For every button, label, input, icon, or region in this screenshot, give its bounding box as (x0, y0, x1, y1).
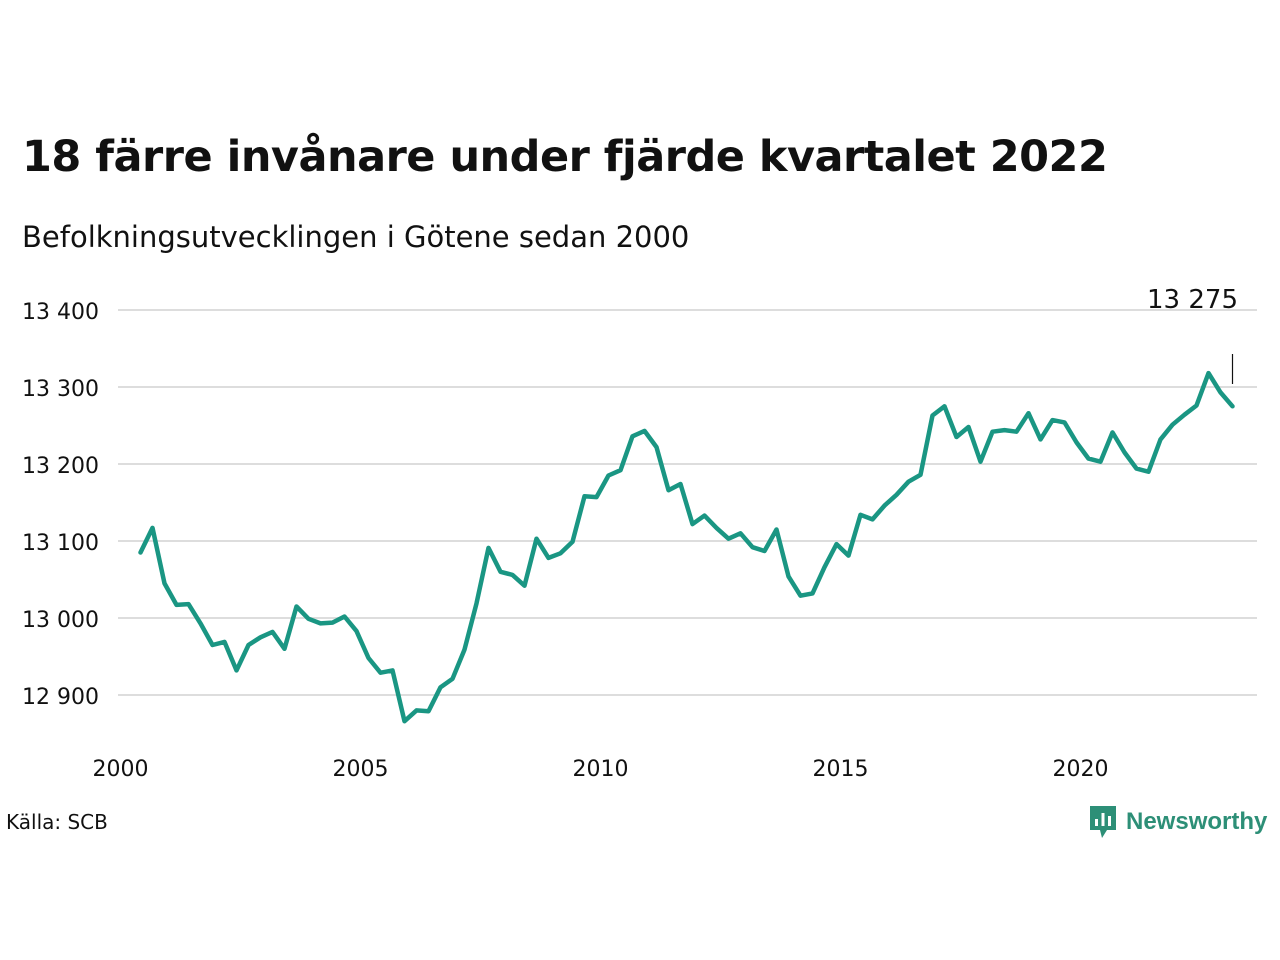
chart-title: 18 färre invånare under fjärde kvartalet… (22, 132, 1108, 182)
y-tick-label: 13 100 (22, 531, 99, 556)
x-tick-label: 2000 (93, 757, 149, 782)
x-tick-label: 2015 (813, 757, 869, 782)
y-tick-label: 13 400 (22, 300, 99, 325)
y-tick-label: 13 200 (22, 454, 99, 479)
x-tick-label: 2005 (333, 757, 389, 782)
y-tick-label: 12 900 (22, 685, 99, 710)
y-tick-label: 13 000 (22, 608, 99, 633)
source-note: Källa: SCB (6, 810, 108, 834)
series-line (138, 370, 1235, 724)
x-tick-label: 2010 (573, 757, 629, 782)
newsworthy-logo: Newsworthy (1088, 804, 1267, 840)
last-value-label: 13 275 (1147, 285, 1238, 315)
newsworthy-logo-icon (1090, 806, 1116, 838)
y-tick-label: 13 300 (22, 377, 99, 402)
chart-subtitle: Befolkningsutvecklingen i Götene sedan 2… (22, 220, 690, 254)
x-tick-label: 2020 (1053, 757, 1109, 782)
brand-name: Newsworthy (1126, 808, 1268, 835)
